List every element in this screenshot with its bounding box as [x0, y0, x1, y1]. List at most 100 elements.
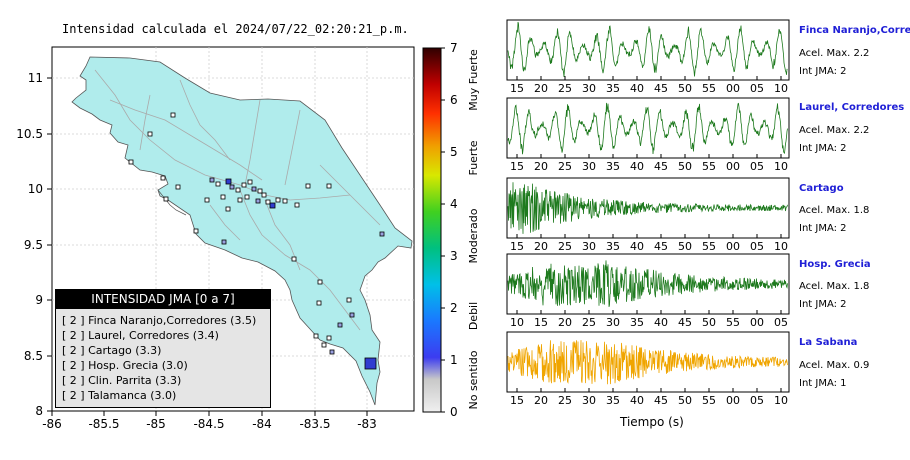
x-tick: -84: [252, 417, 272, 431]
waveform-trace: [507, 182, 788, 234]
waveform-tick-label: 15: [510, 394, 524, 407]
colorbar-tick: 1: [450, 353, 458, 367]
y-tick: 8: [35, 404, 43, 418]
colorbar-tick: 5: [450, 145, 458, 159]
waveform-tick-label: 10: [510, 316, 524, 329]
waveform-tick-label: 30: [582, 394, 596, 407]
y-tick: 9.5: [24, 238, 43, 252]
waveform-int-jma: Int JMA: 2: [799, 223, 847, 234]
legend-item[interactable]: [ 2 ] Clin. Parrita (3.3): [62, 374, 182, 387]
waveform-tick-label: 45: [654, 394, 668, 407]
x-tick: -84.5: [193, 417, 224, 431]
waveform-tick-label: 35: [606, 240, 620, 253]
waveform-tick-label: 55: [702, 240, 716, 253]
waveforms-panel[interactable]: 15 20 25 30 35 40 45 50 55 00 05 10 15 20 25 30 35 40 45 50…: [495, 0, 795, 440]
waveform-tick-label: 10: [774, 240, 788, 253]
waveform-tick-label: 55: [726, 316, 740, 329]
waveform-tick-label: 45: [654, 160, 668, 173]
waveform-tick-label: 25: [558, 160, 572, 173]
legend-item[interactable]: [ 2 ] Cartago (3.3): [62, 344, 162, 357]
colorbar-label: Fuerte: [467, 140, 480, 175]
waveform-tick-label: 05: [750, 82, 764, 95]
waveform-frame: [506, 19, 790, 81]
waveform-tick-label: 50: [678, 160, 692, 173]
waveform-tick-label: 50: [702, 316, 716, 329]
waveform-tick-label: 30: [582, 240, 596, 253]
waveform-tick-label: 10: [774, 160, 788, 173]
waveform-acel-max: Acel. Max. 2.2: [799, 125, 870, 136]
legend-item[interactable]: [ 2 ] Laurel, Corredores (3.4): [62, 329, 219, 342]
waveform-int-jma: Int JMA: 2: [799, 143, 847, 154]
waveform-tick-label: 30: [606, 316, 620, 329]
waveform-tick-label: 20: [558, 316, 572, 329]
waveform-station-name: Laurel, Corredores: [799, 102, 905, 113]
waveform-tick-label: 25: [558, 394, 572, 407]
stations: [128, 112, 385, 370]
colorbar-ticks: 0 1 2 3 4 5 6 7: [450, 41, 458, 419]
colorbar-label: Debil: [467, 302, 480, 330]
waveform-tick-label: 10: [774, 394, 788, 407]
waveform-tick-label: 50: [678, 394, 692, 407]
roads: [94, 69, 381, 331]
x-tick: -83.5: [299, 417, 330, 431]
colorbar-label: Moderado: [467, 208, 480, 263]
waveform-tick-label: 40: [630, 394, 644, 407]
waveform-tick-label: 40: [630, 240, 644, 253]
colorbar-tick: 0: [450, 405, 458, 419]
waveform-tick-label: 40: [654, 316, 668, 329]
waveform-acel-max: Acel. Max. 1.8: [799, 281, 870, 292]
waveform-tick-label: 20: [534, 240, 548, 253]
colorbar-tick: 2: [450, 301, 458, 315]
waveform-tick-label: 05: [750, 160, 764, 173]
time-axis-label: Tiempo (s): [620, 415, 684, 429]
waveform-tick-label: 00: [726, 240, 740, 253]
waveform-station-name: La Sabana: [799, 337, 858, 348]
legend-item[interactable]: [ 2 ] Talamanca (3.0): [62, 389, 177, 402]
y-tick: 9: [35, 293, 43, 307]
x-tick: -85: [146, 417, 166, 431]
map-x-tick-labels: -86 -85.5 -85 -84.5 -84 -83.5 -83: [42, 417, 377, 431]
waveform-tick-label: 55: [702, 394, 716, 407]
waveform-trace: [507, 102, 788, 155]
y-tick: 11: [28, 71, 43, 85]
waveform-tick-label: 30: [582, 82, 596, 95]
legend-list: [ 2 ] Finca Naranjo,Corredores (3.5) [ 2…: [56, 309, 270, 403]
waveform-int-jma: Int JMA: 2: [799, 66, 847, 77]
y-tick: 10: [28, 182, 43, 196]
intensity-legend: INTENSIDAD JMA [0 a 7] [ 2 ] Finca Naran…: [55, 289, 271, 408]
colorbar-label: No sentido: [467, 350, 480, 409]
waveform-station-name: Hosp. Grecia: [799, 259, 871, 270]
waveform-plot: 10 15 20 25 30 35 40 45 50 55 00 05: [506, 253, 790, 329]
waveform-tick-label: 15: [510, 82, 524, 95]
waveform-tick-label: 15: [510, 240, 524, 253]
waveform-tick-label: 50: [678, 82, 692, 95]
waveform-station-name: Cartago: [799, 183, 844, 194]
waveform-tick-label: 05: [750, 394, 764, 407]
waveform-acel-max: Acel. Max. 2.2: [799, 48, 870, 59]
waveform-plot: 15 20 25 30 35 40 45 50 55 00 05 10: [506, 177, 790, 253]
waveform-tick-label: 25: [558, 82, 572, 95]
waveform-station-name: Finca Naranjo,Corredores: [799, 25, 910, 36]
waveform-plot: 15 20 25 30 35 40 45 50 55 00 05 10: [506, 97, 790, 173]
waveform-tick-label: 35: [606, 160, 620, 173]
waveform-acel-max: Acel. Max. 0.9: [799, 360, 870, 371]
waveform-tick-label: 20: [534, 82, 548, 95]
colorbar-label: Muy Fuerte: [467, 49, 480, 111]
waveform-tick-label: 40: [630, 160, 644, 173]
waveform-int-jma: Int JMA: 2: [799, 299, 847, 310]
waveform-tick-label: 30: [582, 160, 596, 173]
waveform-tick-label: 45: [654, 240, 668, 253]
waveform-int-jma: Int JMA: 1: [799, 378, 847, 389]
y-tick: 8.5: [24, 349, 43, 363]
legend-item[interactable]: [ 2 ] Finca Naranjo,Corredores (3.5): [62, 314, 257, 327]
colorbar-tick: 4: [450, 197, 458, 211]
costa-rica-land: [71, 56, 413, 406]
x-tick: -86: [42, 417, 62, 431]
waveform-tick-label: 05: [750, 240, 764, 253]
waveform-tick-label: 15: [510, 160, 524, 173]
colorbar-labels: No sentido Debil Moderado Fuerte Muy Fue…: [467, 49, 480, 410]
waveform-tick-label: 35: [606, 82, 620, 95]
waveform-tick-label: 00: [726, 160, 740, 173]
waveform-tick-label: 00: [750, 316, 764, 329]
legend-item[interactable]: [ 2 ] Hosp. Grecia (3.0): [62, 359, 188, 372]
